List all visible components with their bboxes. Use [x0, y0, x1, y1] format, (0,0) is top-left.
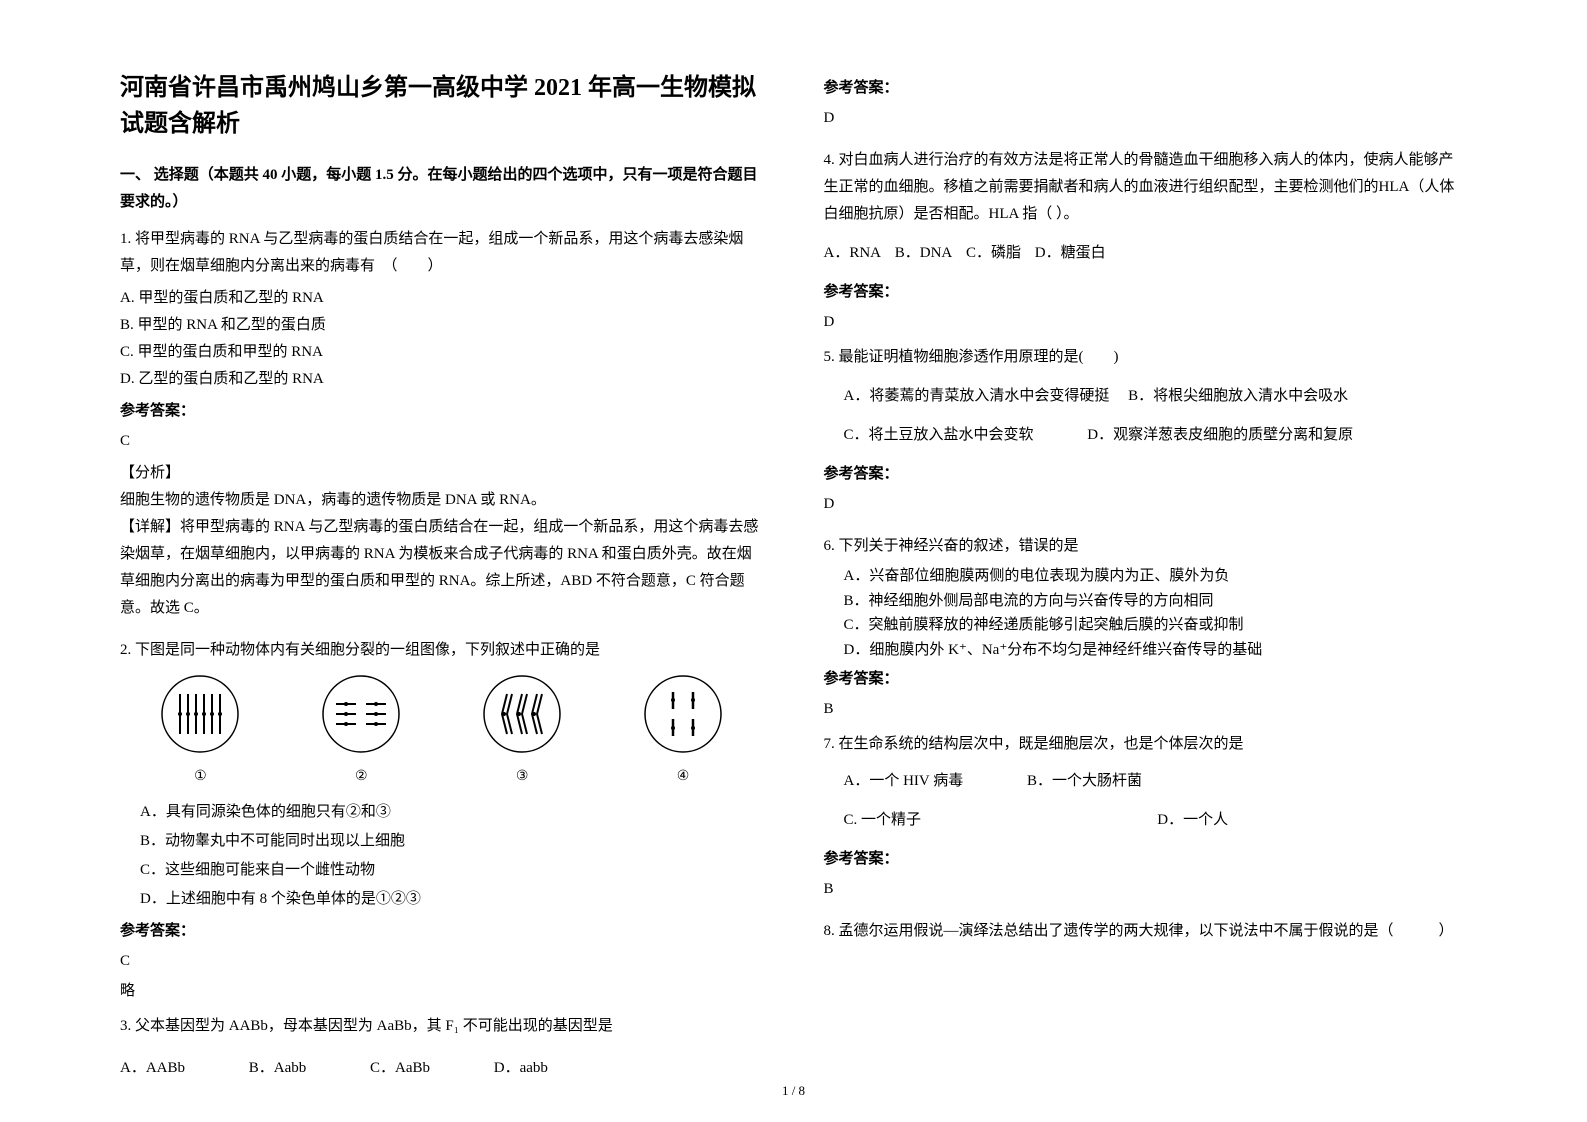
question-5: 5. 最能证明植物细胞渗透作用原理的是( ) A．将萎蔫的青菜放入清水中会变得硬… [824, 344, 1468, 518]
q7-answer: B [824, 876, 1468, 903]
q5-optA: A．将萎蔫的青菜放入清水中会变得硬挺 [844, 383, 1110, 410]
q2-label-1: ① [160, 764, 240, 789]
q7-optB: B．一个大肠杆菌 [1027, 768, 1142, 795]
q7-optC: C. 一个精子 [844, 807, 1124, 834]
q5-text: 5. 最能证明植物细胞渗透作用原理的是( ) [824, 344, 1468, 371]
question-7: 7. 在生命系统的结构层次中，既是细胞层次，也是个体层次的是 A．一个 HIV … [824, 731, 1468, 903]
page-title: 河南省许昌市禹州鸠山乡第一高级中学 2021 年高一生物模拟试题含解析 [120, 70, 764, 142]
q5-options: A．将萎蔫的青菜放入清水中会变得硬挺 B．将根尖细胞放入清水中会吸水 C．将土豆… [844, 383, 1468, 449]
q6-answer-label: 参考答案： [824, 666, 1468, 693]
q1-analysis-1: 细胞生物的遗传物质是 DNA，病毒的遗传物质是 DNA 或 RNA。 [120, 487, 764, 514]
q2-note: 略 [120, 978, 764, 1005]
cell-diagram-1 [160, 674, 240, 754]
q1-answer: C [120, 428, 764, 455]
q7-text: 7. 在生命系统的结构层次中，既是细胞层次，也是个体层次的是 [824, 731, 1468, 758]
question-6: 6. 下列关于神经兴奋的叙述，错误的是 A．兴奋部位细胞膜两侧的电位表现为膜内为… [824, 533, 1468, 723]
q4-optA: A．RNA [824, 240, 882, 267]
q6-answer: B [824, 696, 1468, 723]
q5-answer-label: 参考答案： [824, 461, 1468, 488]
q2-answer-label: 参考答案： [120, 918, 764, 945]
q4-text: 4. 对白血病人进行治疗的有效方法是将正常人的骨髓造血干细胞移入病人的体内，使病… [824, 147, 1468, 228]
q7-optD: D．一个人 [1157, 807, 1228, 834]
q2-optA: A．具有同源染色体的细胞只有②和③ [140, 799, 734, 826]
q5-optD: D．观察洋葱表皮细胞的质壁分离和复原 [1087, 422, 1353, 449]
q4-optB: B．DNA [895, 240, 953, 267]
section-1-header: 一、 选择题（本题共 40 小题，每小题 1.5 分。在每小题给出的四个选项中，… [120, 162, 764, 216]
q6-options: A．兴奋部位细胞膜两侧的电位表现为膜内为正、膜外为负 B．神经细胞外侧局部电流的… [844, 565, 1468, 661]
q4-optC: C．磷脂 [966, 240, 1021, 267]
q6-optC: C．突触前膜释放的神经递质能够引起突触后膜的兴奋或抑制 [844, 614, 1438, 637]
q6-optD: D．细胞膜内外 K⁺、Na⁺分布不均匀是神经纤维兴奋传导的基础 [844, 639, 1438, 662]
q4-optD: D．糖蛋白 [1035, 240, 1106, 267]
q2-optD: D．上述细胞中有 8 个染色单体的是①②③ [140, 886, 734, 913]
q1-analysis-label: 【分析】 [120, 460, 764, 487]
cell-diagram-3 [482, 674, 562, 754]
q3-answer-label: 参考答案： [824, 75, 1468, 102]
q2-optC: C．这些细胞可能来自一个雌性动物 [140, 857, 734, 884]
q1-optA: A. 甲型的蛋白质和乙型的 RNA [120, 285, 442, 312]
q5-optB: B．将根尖细胞放入清水中会吸水 [1128, 383, 1348, 410]
q2-options: A．具有同源染色体的细胞只有②和③ B．动物睾丸中不可能同时出现以上细胞 C．这… [140, 799, 764, 913]
q7-answer-label: 参考答案： [824, 846, 1468, 873]
q6-optA: A．兴奋部位细胞膜两侧的电位表现为膜内为正、膜外为负 [844, 565, 1438, 588]
q3-optA: A．AABb [120, 1055, 185, 1082]
q3-options: A．AABb B．Aabb C．AaBb D．aabb [120, 1055, 764, 1082]
q2-optB: B．动物睾丸中不可能同时出现以上细胞 [140, 828, 734, 855]
q1-detail: 【详解】将甲型病毒的 RNA 与乙型病毒的蛋白质结合在一起，组成一个新品系，用这… [120, 514, 764, 622]
q1-text: 1. 将甲型病毒的 RNA 与乙型病毒的蛋白质结合在一起，组成一个新品系，用这个… [120, 226, 764, 280]
q2-diagram: ① ② [120, 674, 764, 789]
q3-answer: D [824, 105, 1468, 132]
q8-text: 8. 孟德尔运用假说—演绎法总结出了遗传学的两大规律，以下说法中不属于假说的是（… [824, 918, 1468, 945]
question-2: 2. 下图是同一种动物体内有关细胞分裂的一组图像，下列叙述中正确的是 [120, 637, 764, 1005]
q4-answer: D [824, 309, 1468, 336]
cell-diagram-2 [321, 674, 401, 754]
page-number: 1 / 8 [782, 1079, 805, 1102]
q4-answer-label: 参考答案： [824, 279, 1468, 306]
q5-optC: C．将土豆放入盐水中会变软 [844, 422, 1034, 449]
q1-optC: C. 甲型的蛋白质和甲型的 RNA [120, 339, 442, 366]
q2-label-2: ② [321, 764, 401, 789]
q1-optB: B. 甲型的 RNA 和乙型的蛋白质 [120, 312, 442, 339]
q2-label-3: ③ [482, 764, 562, 789]
q2-answer: C [120, 948, 764, 975]
question-4: 4. 对白血病人进行治疗的有效方法是将正常人的骨髓造血干细胞移入病人的体内，使病… [824, 147, 1468, 336]
cell-diagram-4 [643, 674, 723, 754]
q3-optD: D．aabb [494, 1055, 548, 1082]
q2-label-4: ④ [643, 764, 723, 789]
q7-optA: A．一个 HIV 病毒 [844, 768, 964, 795]
q6-text: 6. 下列关于神经兴奋的叙述，错误的是 [824, 533, 1468, 560]
q2-text: 2. 下图是同一种动物体内有关细胞分裂的一组图像，下列叙述中正确的是 [120, 637, 764, 664]
question-1: 1. 将甲型病毒的 RNA 与乙型病毒的蛋白质结合在一起，组成一个新品系，用这个… [120, 226, 764, 622]
q3-optB: B．Aabb [249, 1055, 307, 1082]
q3-optC: C．AaBb [370, 1055, 430, 1082]
question-3: 3. 父本基因型为 AABb，母本基因型为 AaBb，其 F₁ 不可能出现的基因… [120, 1013, 764, 1082]
q6-optB: B．神经细胞外侧局部电流的方向与兴奋传导的方向相同 [844, 590, 1438, 613]
q4-options: A．RNA B．DNA C．磷脂 D．糖蛋白 [824, 240, 1468, 267]
question-8: 8. 孟德尔运用假说—演绎法总结出了遗传学的两大规律，以下说法中不属于假说的是（… [824, 918, 1468, 945]
q1-answer-label: 参考答案： [120, 398, 764, 425]
q1-options: A. 甲型的蛋白质和乙型的 RNA B. 甲型的 RNA 和乙型的蛋白质 C. … [120, 285, 764, 393]
q7-options: A．一个 HIV 病毒 B．一个大肠杆菌 C. 一个精子 D．一个人 [844, 768, 1468, 834]
q1-optD: D. 乙型的蛋白质和乙型的 RNA [120, 366, 442, 393]
q3-text: 3. 父本基因型为 AABb，母本基因型为 AaBb，其 F₁ 不可能出现的基因… [120, 1013, 764, 1040]
q5-answer: D [824, 491, 1468, 518]
